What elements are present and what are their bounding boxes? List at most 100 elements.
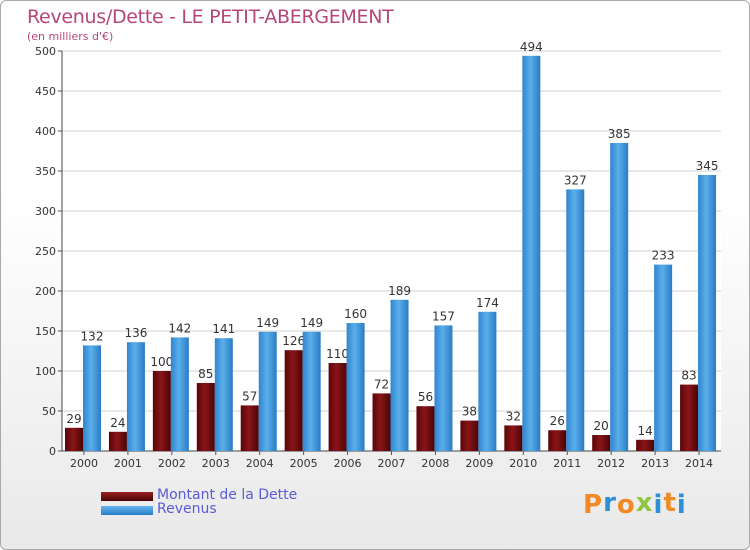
x-tick-label: 2007 <box>378 457 406 470</box>
logo-letter: r <box>603 488 617 518</box>
data-label-revenus: 149 <box>256 316 279 330</box>
data-label-dette: 72 <box>374 377 389 391</box>
data-label-dette: 100 <box>150 355 173 369</box>
bar-dette <box>372 393 391 451</box>
data-label-revenus: 142 <box>168 321 191 335</box>
data-label-dette: 110 <box>326 347 349 361</box>
legend-swatch-revenus <box>101 506 153 515</box>
x-tick-label: 2006 <box>334 457 362 470</box>
proxiti-logo: Proxiti <box>583 488 687 520</box>
bar-revenus <box>170 337 189 451</box>
logo-letter: i <box>676 490 687 520</box>
legend-label-dette: Montant de la Dette <box>157 487 298 503</box>
bar-revenus <box>83 345 101 451</box>
logo-letter: t <box>663 488 677 518</box>
bar-dette <box>416 406 435 451</box>
data-label-revenus: 132 <box>81 329 104 343</box>
data-label-dette: 83 <box>681 369 696 383</box>
y-tick-label: 300 <box>35 205 56 218</box>
y-tick-label: 100 <box>35 365 56 378</box>
y-tick-label: 150 <box>35 325 56 338</box>
x-tick-label: 2004 <box>246 457 274 470</box>
bar-dette <box>65 427 83 451</box>
bar-dette <box>108 431 127 451</box>
data-label-revenus: 141 <box>212 322 235 336</box>
bar-dette <box>284 350 303 451</box>
logo-letter: P <box>583 490 604 520</box>
bar-revenus <box>302 331 321 451</box>
bar-revenus <box>654 264 673 451</box>
bar-dette <box>152 371 171 451</box>
data-label-revenus: 136 <box>124 326 147 340</box>
y-tick-label: 450 <box>35 85 56 98</box>
x-tick-label: 2002 <box>158 457 186 470</box>
x-tick-label: 2001 <box>114 457 142 470</box>
bar-chart: 0 50 100 150 200 250 300 350 400 450 500 29 132 2000 2… <box>35 40 721 470</box>
logo-letter: o <box>616 490 636 520</box>
data-label-revenus: 174 <box>476 296 499 310</box>
y-tick-label: 50 <box>42 405 56 418</box>
x-tick-label: 2009 <box>465 457 493 470</box>
x-tick-label: 2011 <box>553 457 581 470</box>
bar-revenus <box>390 299 409 451</box>
y-tick-label: 0 <box>49 445 56 458</box>
data-label-dette: 57 <box>242 389 257 403</box>
data-label-dette: 56 <box>418 390 433 404</box>
data-label-dette: 26 <box>550 414 565 428</box>
x-tick-label: 2012 <box>597 457 625 470</box>
bar-dette <box>196 383 215 451</box>
bar-dette <box>548 430 567 451</box>
chart-title: Revenus/Dette - LE PETIT-ABERGEMENT <box>27 6 394 28</box>
data-label-revenus: 149 <box>300 316 323 330</box>
bar-dette <box>680 384 699 451</box>
data-label-revenus: 189 <box>388 284 411 298</box>
bar-revenus <box>478 311 497 451</box>
y-tick-label: 350 <box>35 165 56 178</box>
y-tick-label: 400 <box>35 125 56 138</box>
data-label-revenus: 233 <box>652 249 675 263</box>
x-tick-label: 2008 <box>421 457 449 470</box>
bar-revenus <box>698 175 717 451</box>
bar-dette <box>328 363 347 451</box>
data-label-revenus: 494 <box>520 40 543 54</box>
bar-dette <box>504 425 523 451</box>
bar-revenus <box>214 338 233 451</box>
legend-label-revenus: Revenus <box>157 501 217 517</box>
data-label-dette: 14 <box>637 424 652 438</box>
x-tick-label: 2010 <box>509 457 537 470</box>
data-label-dette: 126 <box>282 334 305 348</box>
data-label-dette: 24 <box>110 416 125 430</box>
bar-revenus <box>566 189 585 451</box>
y-tick-label: 500 <box>35 45 56 58</box>
data-label-dette: 85 <box>198 367 213 381</box>
bar-dette <box>240 405 259 451</box>
x-tick-label: 2013 <box>641 457 669 470</box>
y-tick-label: 200 <box>35 285 56 298</box>
logo-letter: x <box>635 488 654 518</box>
data-label-revenus: 345 <box>696 159 719 173</box>
x-tick-label: 2005 <box>290 457 318 470</box>
data-label-revenus: 385 <box>608 127 631 141</box>
legend-swatch-dette <box>101 492 153 501</box>
bar-revenus <box>258 331 277 451</box>
y-tick-label: 250 <box>35 245 56 258</box>
logo-letter: i <box>653 490 664 520</box>
data-label-revenus: 157 <box>432 309 455 323</box>
bar-revenus <box>610 143 629 451</box>
bar-revenus <box>434 325 453 451</box>
x-tick-label: 2014 <box>685 457 713 470</box>
data-label-revenus: 160 <box>344 307 367 321</box>
data-label-dette: 20 <box>594 419 609 433</box>
data-label-dette: 29 <box>66 412 81 426</box>
bar-revenus <box>346 323 365 451</box>
chart-subtitle: (en milliers d'€) <box>27 30 114 43</box>
data-label-dette: 32 <box>506 409 521 423</box>
bar-dette <box>592 435 611 451</box>
bar-dette <box>636 439 655 451</box>
bar-revenus <box>126 342 145 451</box>
data-label-dette: 38 <box>462 405 477 419</box>
x-tick-label: 2003 <box>202 457 230 470</box>
x-tick-label: 2000 <box>70 457 98 470</box>
bar-dette <box>460 420 479 451</box>
